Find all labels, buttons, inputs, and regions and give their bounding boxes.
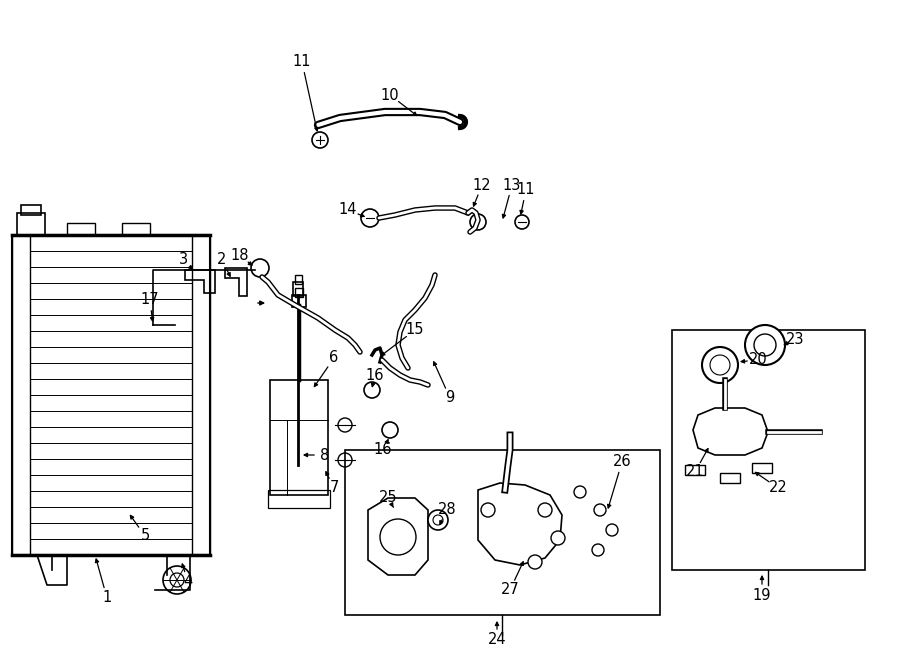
Text: 7: 7 — [329, 481, 338, 496]
Circle shape — [163, 566, 191, 594]
Bar — [752, 463, 772, 473]
Text: 26: 26 — [613, 455, 631, 469]
Circle shape — [382, 422, 398, 438]
Bar — [295, 275, 302, 284]
Circle shape — [364, 382, 380, 398]
Text: 15: 15 — [406, 323, 424, 338]
Text: 6: 6 — [329, 350, 338, 366]
Bar — [67, 223, 95, 235]
Text: 24: 24 — [488, 633, 507, 648]
Bar — [293, 282, 303, 296]
Bar — [12, 235, 210, 555]
Text: 27: 27 — [500, 582, 519, 598]
Circle shape — [338, 418, 352, 432]
Text: 10: 10 — [381, 87, 400, 102]
Text: 9: 9 — [446, 391, 454, 405]
Bar — [268, 490, 330, 508]
Circle shape — [338, 453, 352, 467]
Text: 19: 19 — [752, 588, 771, 602]
Text: 21: 21 — [686, 465, 705, 479]
Text: 14: 14 — [338, 202, 357, 217]
Circle shape — [592, 544, 604, 556]
Text: 3: 3 — [178, 253, 187, 268]
Text: 16: 16 — [365, 368, 384, 383]
Text: 8: 8 — [320, 447, 329, 463]
Text: 20: 20 — [749, 352, 768, 368]
Circle shape — [606, 524, 618, 536]
Text: 22: 22 — [769, 481, 788, 496]
Bar — [672, 330, 865, 570]
Circle shape — [594, 504, 606, 516]
Text: 18: 18 — [230, 247, 249, 262]
Text: 1: 1 — [103, 590, 112, 605]
Circle shape — [574, 486, 586, 498]
Circle shape — [538, 503, 552, 517]
Circle shape — [470, 214, 486, 230]
Bar — [685, 465, 705, 475]
Circle shape — [745, 325, 785, 365]
Circle shape — [481, 503, 495, 517]
Circle shape — [312, 132, 328, 148]
Text: 11: 11 — [292, 54, 311, 69]
Circle shape — [528, 555, 542, 569]
Bar — [270, 380, 328, 495]
Bar — [345, 450, 660, 615]
Text: 11: 11 — [517, 182, 535, 198]
Text: 4: 4 — [184, 574, 193, 590]
Circle shape — [515, 215, 529, 229]
Circle shape — [551, 531, 565, 545]
Text: 13: 13 — [503, 178, 521, 192]
Text: 28: 28 — [437, 502, 456, 518]
Text: 23: 23 — [786, 332, 805, 348]
Bar — [720, 473, 740, 483]
Text: 12: 12 — [472, 178, 491, 192]
Text: 5: 5 — [140, 529, 149, 543]
Bar — [295, 288, 303, 297]
Bar — [292, 295, 306, 307]
Text: 2: 2 — [217, 253, 227, 268]
Bar — [122, 223, 150, 235]
Bar — [12, 235, 30, 555]
Bar — [21, 205, 41, 215]
Circle shape — [361, 209, 379, 227]
Circle shape — [428, 510, 448, 530]
Text: 25: 25 — [379, 490, 397, 506]
Text: 16: 16 — [374, 442, 392, 457]
Text: 17: 17 — [140, 293, 159, 307]
Bar — [17, 213, 45, 235]
Bar — [192, 235, 210, 555]
